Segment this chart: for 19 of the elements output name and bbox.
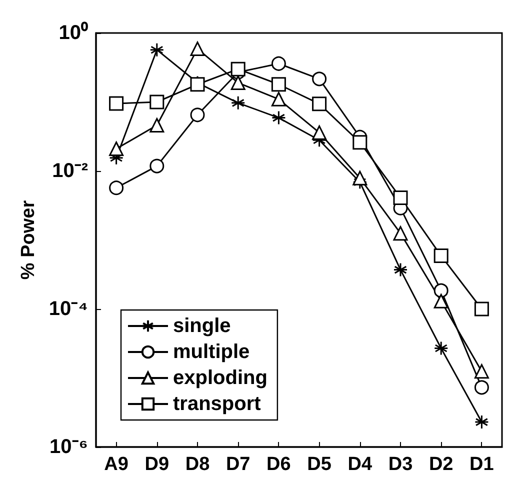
- legend-label: exploding: [173, 367, 268, 389]
- x-tick-label: A9: [104, 454, 128, 475]
- y-axis-title: % Power: [18, 200, 39, 280]
- x-tick-label: D9: [144, 454, 170, 475]
- legend-label: transport: [173, 393, 262, 415]
- y-tick-label: 10⁻⁶: [50, 436, 88, 458]
- legend-label: multiple: [173, 341, 250, 363]
- x-tick-label: D1: [470, 454, 494, 475]
- y-tick-label: 10⁰: [58, 21, 88, 44]
- x-tick-label: D4: [348, 454, 372, 475]
- x-tick-label: D8: [185, 454, 210, 475]
- y-tick-label: 10⁻⁴: [48, 298, 88, 320]
- y-tick-label: 10⁻²: [52, 160, 88, 182]
- x-tick-label: D6: [266, 454, 291, 475]
- x-tick-label: D3: [388, 454, 413, 475]
- legend-label: single: [173, 315, 231, 337]
- x-tick-label: D5: [307, 454, 332, 475]
- x-tick-label: D2: [428, 454, 454, 475]
- x-tick-label: D7: [226, 454, 250, 475]
